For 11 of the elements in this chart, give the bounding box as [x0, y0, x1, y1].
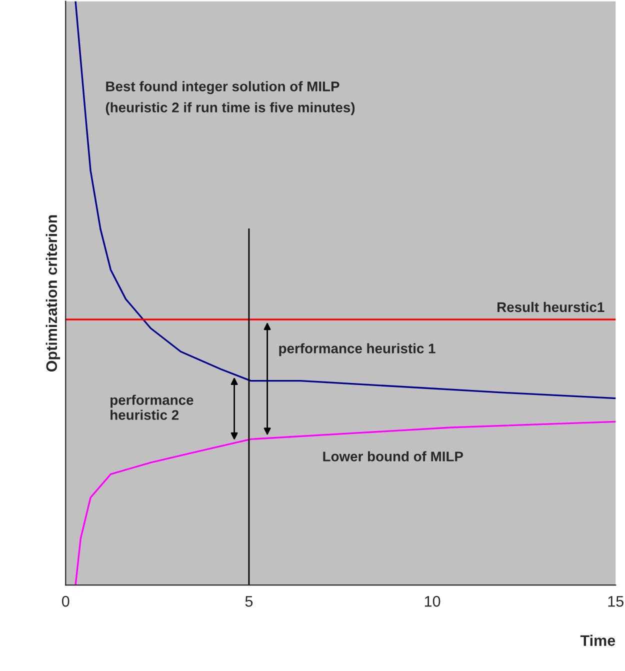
x-tick-label: 0	[62, 596, 70, 607]
x-tick-label: 5	[245, 596, 253, 607]
annotation: performance heuristic 1	[279, 343, 436, 356]
x-tick-label: 15	[608, 596, 624, 607]
y-axis-title: Optimization criterion	[46, 215, 60, 372]
series-label: Lower bound of MILP	[323, 451, 463, 462]
ref-line-label: Result heurstic1	[498, 302, 604, 312]
x-tick-label: 10	[424, 596, 440, 607]
series-label: Best found integer solution of MILP (heuristic 2 if run time is five minutes)	[106, 81, 355, 116]
x-axis-title: Time	[580, 634, 616, 646]
annotation: performance heuristic 2	[110, 394, 194, 420]
